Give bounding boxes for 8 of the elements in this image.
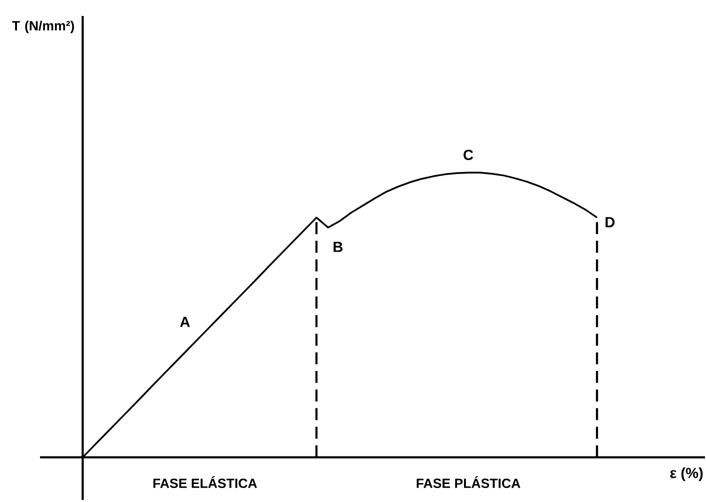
text: FASE ELÁSTICA xyxy=(153,476,257,488)
x-axis-title: ε (%) xyxy=(670,467,703,482)
text: FASE PLÁSTICA xyxy=(416,476,520,488)
text: C xyxy=(464,150,474,160)
text: D xyxy=(606,217,615,228)
annotation: B xyxy=(334,242,343,252)
text: T (N/mm²) xyxy=(12,20,74,34)
annotation: A xyxy=(180,316,190,327)
